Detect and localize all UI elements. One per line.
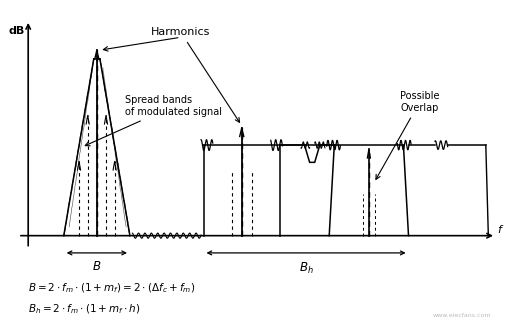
Text: Spread bands
of modulated signal: Spread bands of modulated signal bbox=[85, 95, 222, 146]
Text: Possible
Overlap: Possible Overlap bbox=[376, 91, 439, 179]
Text: f: f bbox=[497, 225, 501, 235]
Text: $B = 2 \cdot f_m \cdot (1 + m_f) = 2 \cdot (\Delta f_c + f_m)$: $B = 2 \cdot f_m \cdot (1 + m_f) = 2 \cd… bbox=[28, 281, 195, 294]
Text: dB: dB bbox=[9, 27, 25, 37]
Text: $B_h$: $B_h$ bbox=[299, 261, 314, 276]
Text: www.elecfans.com: www.elecfans.com bbox=[432, 313, 491, 318]
Text: Harmonics: Harmonics bbox=[151, 27, 240, 122]
Text: $B_h = 2 \cdot f_m \cdot (1 + m_f \cdot h)$: $B_h = 2 \cdot f_m \cdot (1 + m_f \cdot … bbox=[28, 302, 141, 316]
Text: B: B bbox=[93, 261, 101, 273]
